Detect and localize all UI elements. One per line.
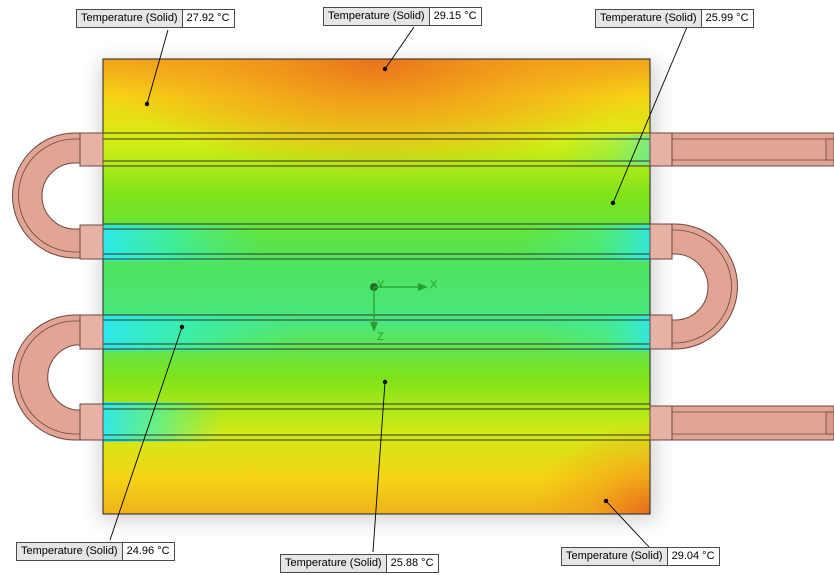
probe-label-3[interactable]: Temperature (Solid) 25.99 °C xyxy=(595,9,754,28)
probe-name: Temperature (Solid) xyxy=(17,543,123,560)
probe-label-4[interactable]: Temperature (Solid) 24.96 °C xyxy=(16,542,175,561)
inlet-pipe xyxy=(649,132,834,167)
axis-label-z: Z xyxy=(377,331,384,343)
axis-label-x: X xyxy=(430,279,438,291)
probe-leaders xyxy=(109,26,688,553)
probe-value: 29.15 °C xyxy=(429,8,481,25)
probe-name: Temperature (Solid) xyxy=(281,555,387,572)
probe-name: Temperature (Solid) xyxy=(324,8,430,25)
axis-label-y: Y xyxy=(377,279,385,291)
probe-label-2[interactable]: Temperature (Solid) 29.15 °C xyxy=(323,7,482,26)
probe-label-1[interactable]: Temperature (Solid) 27.92 °C xyxy=(76,9,235,28)
tube-channels xyxy=(103,132,650,441)
probe-points xyxy=(144,66,616,504)
probe-value: 27.92 °C xyxy=(182,10,234,27)
probe-name: Temperature (Solid) xyxy=(596,10,702,27)
probe-value: 24.96 °C xyxy=(122,543,174,560)
probe-name: Temperature (Solid) xyxy=(562,548,668,565)
outlet-pipe xyxy=(649,405,834,441)
coordinate-triad xyxy=(370,283,428,332)
left-u-bend-top xyxy=(12,132,104,260)
probe-label-6[interactable]: Temperature (Solid) 29.04 °C xyxy=(561,547,720,566)
probe-value: 25.88 °C xyxy=(386,555,438,572)
probe-name: Temperature (Solid) xyxy=(77,10,183,27)
right-u-bend xyxy=(649,223,738,350)
left-u-bend-bottom xyxy=(12,314,104,441)
probe-value: 29.04 °C xyxy=(667,548,719,565)
probe-value: 25.99 °C xyxy=(701,10,753,27)
probe-label-5[interactable]: Temperature (Solid) 25.88 °C xyxy=(280,554,439,573)
